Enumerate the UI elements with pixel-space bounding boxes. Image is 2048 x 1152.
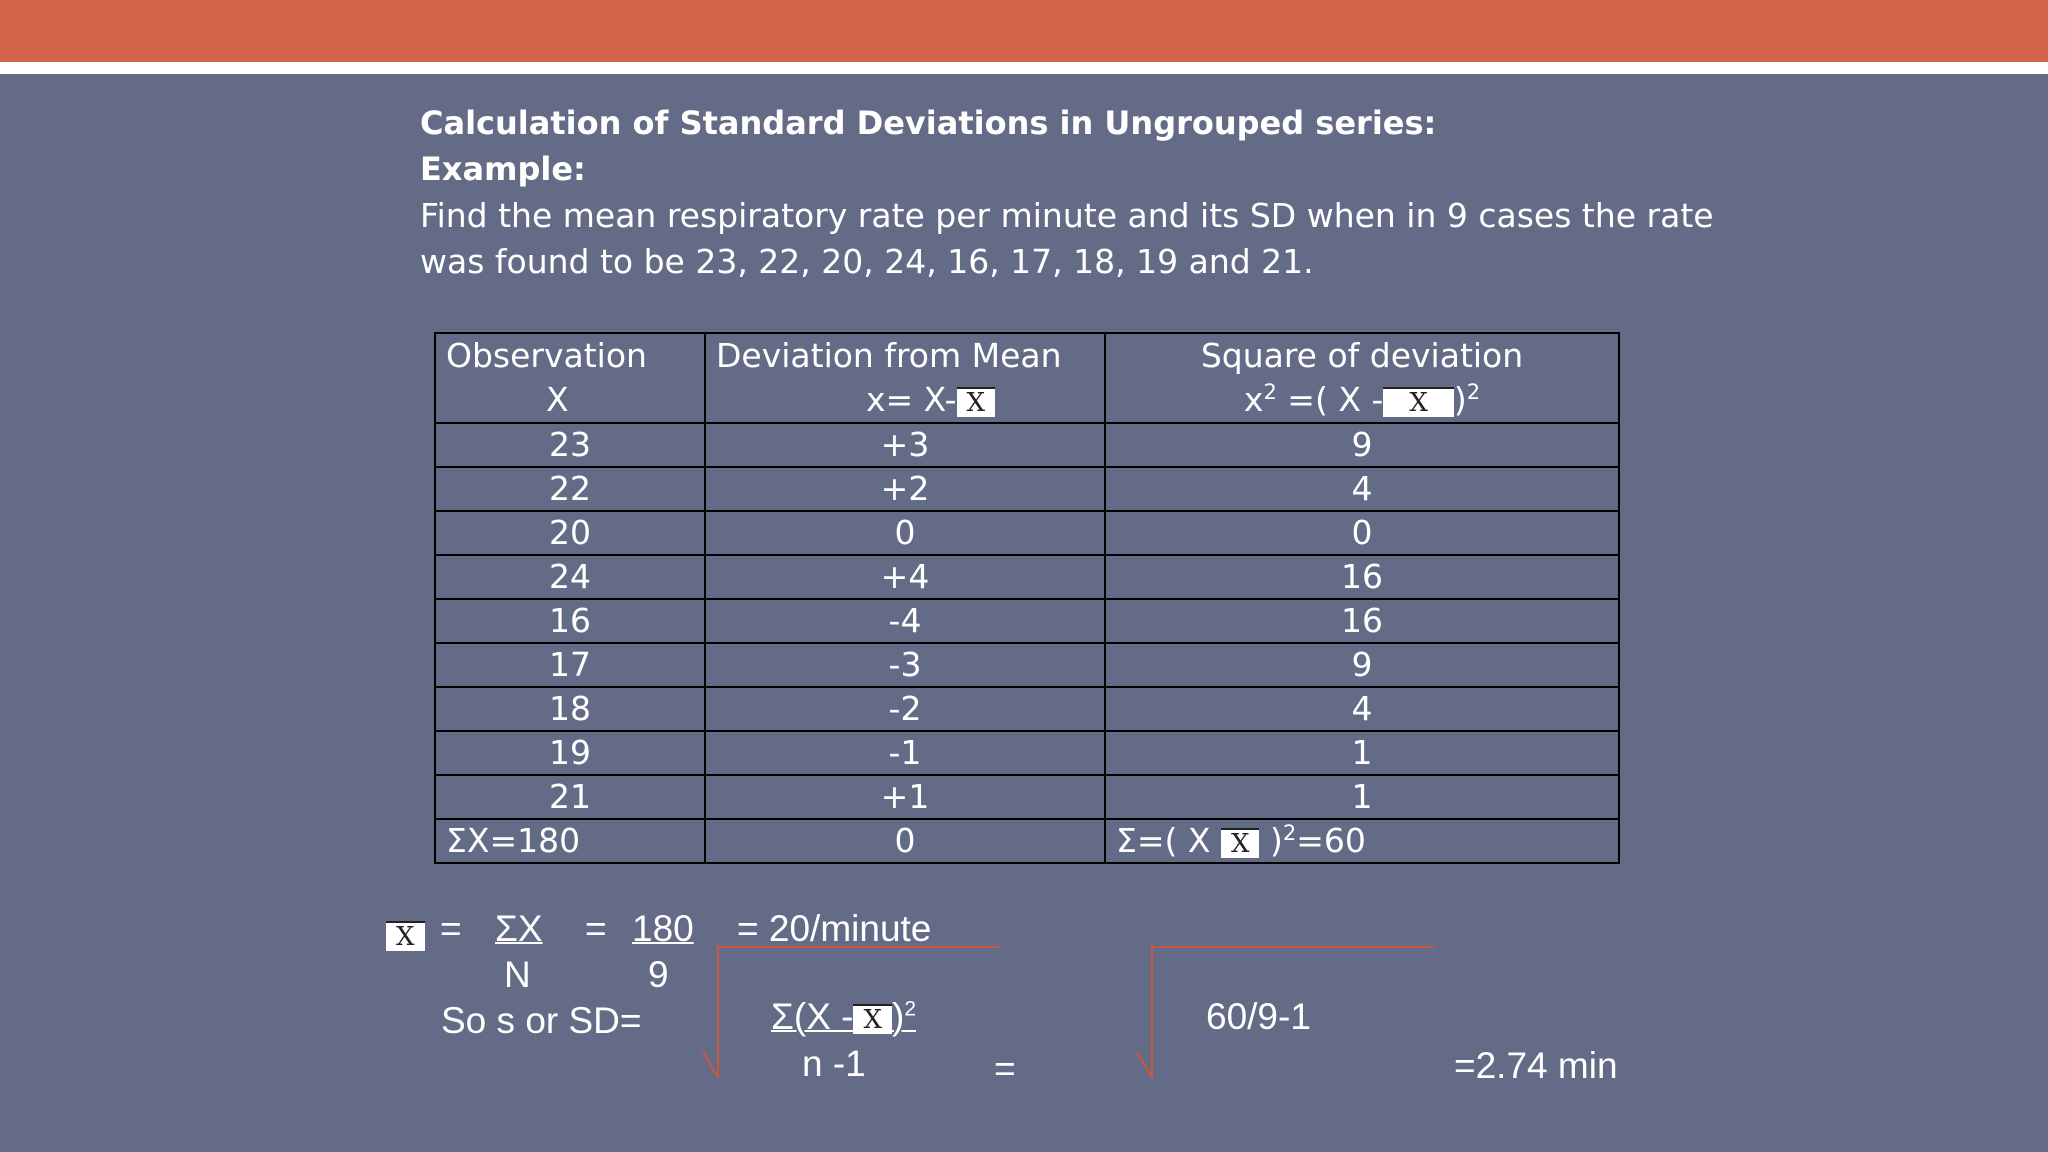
total-sum-square-sup: 2 — [1282, 821, 1297, 845]
table-header-row: Observation X Deviation from Mean x= X- X… — [434, 332, 1620, 424]
deviation-cell: +2 — [704, 466, 1106, 512]
header-observation-label: Observation — [446, 336, 647, 375]
sd-label: So s or SD= — [441, 1000, 642, 1041]
header-observation-symbol: X — [546, 380, 569, 419]
radical-2-stem — [1151, 946, 1153, 1078]
square-cell: 9 — [1104, 642, 1620, 688]
deviation-cell: 0 — [704, 510, 1106, 556]
square-cell: 4 — [1104, 466, 1620, 512]
sd-final-result: =2.74 min — [1454, 1045, 1618, 1086]
deviation-cell: -4 — [704, 598, 1106, 644]
mean-equals: = — [440, 908, 462, 949]
observation-cell: 18 — [434, 686, 706, 732]
mean-symbol: X — [386, 913, 425, 955]
deviation-cell: +4 — [704, 554, 1106, 600]
total-sum-square-close: ) — [1259, 821, 1283, 860]
deviation-table: Observation X Deviation from Mean x= X- X… — [434, 332, 1620, 864]
problem-line-2: was found to be 23, 22, 20, 24, 16, 17, … — [420, 242, 1314, 281]
deviation-cell: +1 — [704, 774, 1106, 820]
header-deviation: Deviation from Mean x= X- X — [704, 332, 1106, 424]
total-sum-x: ΣX=180 — [434, 818, 706, 864]
problem-line-1: Find the mean respiratory rate per minut… — [420, 196, 1714, 235]
sd-numerator-prefix: Σ(X - — [771, 996, 854, 1037]
x-bar-symbol: X — [956, 386, 996, 417]
observation-cell: 16 — [434, 598, 706, 644]
total-sum-square-value: =60 — [1296, 821, 1366, 860]
header-square-formula: x2 =( X - X)2 — [1106, 378, 1618, 422]
x-bar-symbol: X — [1383, 386, 1454, 417]
observation-cell: 17 — [434, 642, 706, 688]
observation-cell: 24 — [434, 554, 706, 600]
square-cell: 16 — [1104, 598, 1620, 644]
table-row: 19 -1 1 — [434, 730, 1620, 776]
square-cell: 0 — [1104, 510, 1620, 556]
example-label: Example: — [420, 150, 586, 188]
header-square-close: ) — [1453, 380, 1467, 419]
radical-1-bar — [717, 946, 1000, 948]
sd-numerator: Σ(X - X)2 — [771, 996, 917, 1037]
deviation-cell: -2 — [704, 686, 1106, 732]
radical-2-bar — [1151, 946, 1434, 948]
deviation-cell: +3 — [704, 422, 1106, 468]
table-row: 23 +3 9 — [434, 422, 1620, 468]
table-total-row: ΣX=180 0 Σ=( X X )2=60 — [434, 818, 1620, 864]
sum-x-numerator: ΣX — [495, 908, 543, 949]
square-cell: 4 — [1104, 686, 1620, 732]
square-cell: 1 — [1104, 730, 1620, 776]
sd-denominator: n -1 — [802, 1043, 866, 1084]
header-deviation-formula-prefix: x= X- — [866, 380, 957, 419]
header-deviation-formula: x= X- X — [716, 378, 1104, 422]
observation-cell: 21 — [434, 774, 706, 820]
table-row: 24 +4 16 — [434, 554, 1620, 600]
header-square-mid: =( X - — [1276, 380, 1384, 419]
table-body: 23 +3 9 22 +2 4 20 0 0 24 +4 16 16 -4 16 17 -3 9 18 -2 4 19 -1… — [434, 422, 1620, 820]
sd-equals: = — [994, 1048, 1016, 1089]
sd-numerator-sup: 2 — [904, 997, 917, 1021]
deviation-cell: -3 — [704, 642, 1106, 688]
sd-value-expression: 60/9-1 — [1206, 996, 1311, 1037]
total-sum-deviation: 0 — [704, 818, 1106, 864]
header-square-sup: 2 — [1263, 380, 1277, 404]
top-divider — [0, 62, 2048, 74]
header-deviation-label: Deviation from Mean — [716, 336, 1062, 375]
slide-heading: Calculation of Standard Deviations in Un… — [420, 104, 1437, 142]
header-square-x: x — [1243, 380, 1264, 419]
total-sum-square-prefix: Σ=( X — [1116, 821, 1221, 860]
observation-cell: 22 — [434, 466, 706, 512]
deviation-cell: -1 — [704, 730, 1106, 776]
square-cell: 1 — [1104, 774, 1620, 820]
numerator-180: 180 — [632, 908, 694, 949]
observation-cell: 19 — [434, 730, 706, 776]
table-row: 18 -2 4 — [434, 686, 1620, 732]
table-row: 22 +2 4 — [434, 466, 1620, 512]
second-equals: = — [585, 908, 607, 949]
header-observation: Observation X — [434, 332, 706, 424]
x-bar-symbol: X — [386, 921, 425, 952]
radical-1-stem — [717, 946, 719, 1078]
header-square: Square of deviation x2 =( X - X)2 — [1104, 332, 1620, 424]
square-cell: 16 — [1104, 554, 1620, 600]
header-square-close-sup: 2 — [1466, 380, 1481, 404]
radical-2-tick — [1136, 1051, 1152, 1077]
x-bar-symbol: X — [853, 1004, 892, 1035]
square-cell: 9 — [1104, 422, 1620, 468]
observation-cell: 23 — [434, 422, 706, 468]
total-sum-square: Σ=( X X )2=60 — [1104, 818, 1620, 864]
denominator-9: 9 — [648, 954, 669, 995]
table-row: 17 -3 9 — [434, 642, 1620, 688]
mean-result: = 20/minute — [737, 908, 932, 949]
top-accent-bar — [0, 0, 2048, 62]
x-bar-symbol: X — [1220, 827, 1260, 858]
n-denominator: N — [504, 954, 531, 995]
radical-1-tick — [702, 1051, 718, 1077]
header-square-label: Square of deviation — [1200, 336, 1524, 375]
observation-cell: 20 — [434, 510, 706, 556]
table-row: 16 -4 16 — [434, 598, 1620, 644]
table-row: 20 0 0 — [434, 510, 1620, 556]
table-row: 21 +1 1 — [434, 774, 1620, 820]
